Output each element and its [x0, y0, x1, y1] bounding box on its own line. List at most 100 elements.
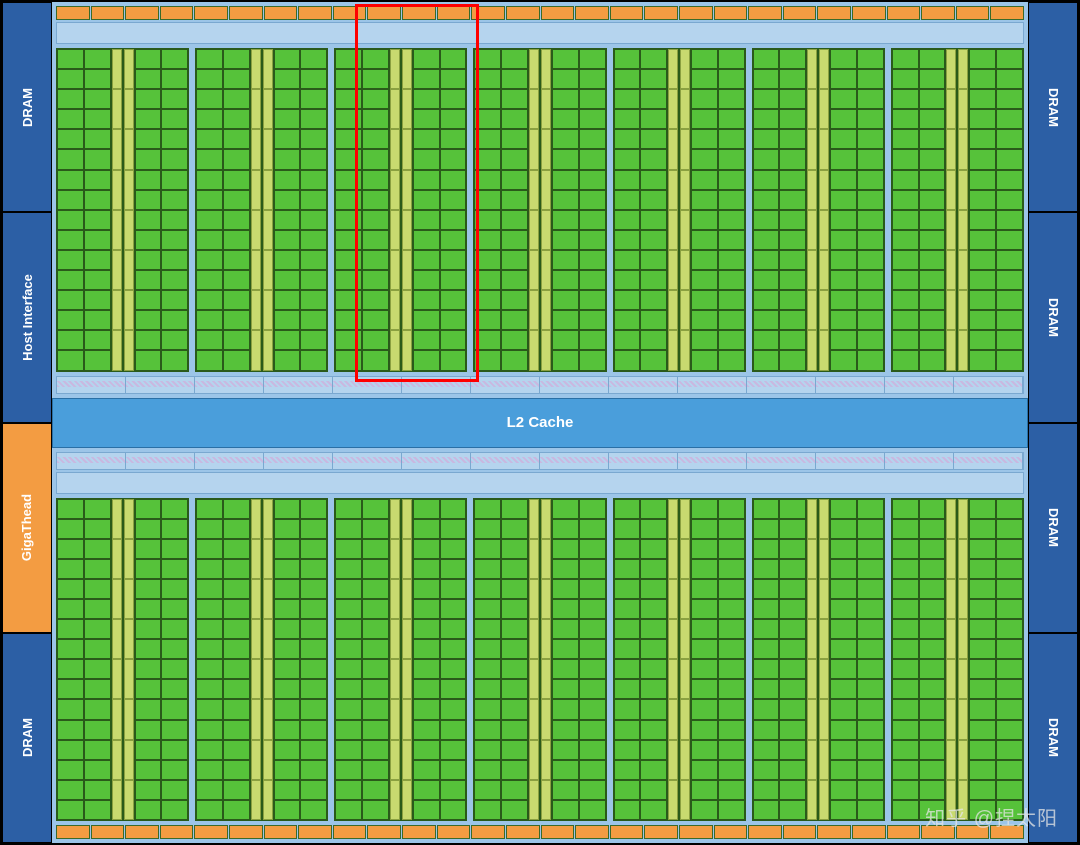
cuda-core [57, 619, 84, 639]
cuda-core [196, 290, 223, 310]
cuda-core [892, 149, 919, 169]
sfu-cell [946, 210, 956, 250]
cuda-core [579, 190, 606, 210]
sfu-cell [807, 129, 817, 169]
sfu-cell [946, 499, 956, 539]
cuda-core [440, 619, 467, 639]
cuda-core [640, 89, 667, 109]
sfu-cell [112, 619, 122, 659]
cuda-core [57, 559, 84, 579]
raster-cell [990, 825, 1024, 839]
cuda-core [996, 49, 1023, 69]
cuda-core [223, 559, 250, 579]
raster-cell [852, 6, 886, 20]
cuda-core [501, 699, 528, 719]
cuda-core [640, 290, 667, 310]
sfu-cell [251, 579, 261, 619]
cuda-core [84, 720, 111, 740]
raster-cell [783, 6, 817, 20]
cuda-core [969, 89, 996, 109]
cuda-core [300, 89, 327, 109]
cuda-core [335, 559, 362, 579]
cuda-core [362, 539, 389, 559]
cuda-core [996, 559, 1023, 579]
sfu-cell [402, 210, 412, 250]
cuda-core [614, 250, 641, 270]
cuda-core [919, 149, 946, 169]
cuda-core [640, 740, 667, 760]
cuda-core [501, 270, 528, 290]
cuda-core [969, 210, 996, 230]
cuda-core [335, 210, 362, 230]
cuda-core [996, 679, 1023, 699]
cuda-core [892, 190, 919, 210]
raster-cell [748, 825, 782, 839]
cuda-core [892, 760, 919, 780]
cuda-core [223, 519, 250, 539]
cuda-core [996, 330, 1023, 350]
cuda-core [440, 559, 467, 579]
cuda-core [996, 250, 1023, 270]
cuda-core [362, 89, 389, 109]
sfu-cell [819, 499, 829, 539]
cuda-core-column [440, 49, 467, 371]
cuda-core [969, 230, 996, 250]
cuda-core-column [830, 499, 857, 821]
cuda-core [501, 330, 528, 350]
cuda-core [830, 89, 857, 109]
cuda-core [857, 109, 884, 129]
sfu-cell [819, 740, 829, 780]
cuda-core [779, 539, 806, 559]
raster-cell [541, 825, 575, 839]
cuda-core [579, 579, 606, 599]
cuda-core [996, 350, 1023, 370]
cuda-core [830, 230, 857, 250]
sfu-cell [390, 129, 400, 169]
sfu-cell [263, 740, 273, 780]
cuda-core [996, 290, 1023, 310]
cuda-core [335, 270, 362, 290]
cuda-core [614, 659, 641, 679]
cuda-core [501, 109, 528, 129]
cuda-core [919, 109, 946, 129]
cuda-core [161, 230, 188, 250]
cuda-core [691, 290, 718, 310]
cuda-core [57, 639, 84, 659]
cuda-core [300, 780, 327, 800]
cuda-core [830, 250, 857, 270]
cuda-core [640, 639, 667, 659]
cuda-core [691, 659, 718, 679]
cuda-core [857, 659, 884, 679]
sfu-column [679, 49, 691, 371]
raster-cell [91, 825, 125, 839]
sm-block [891, 498, 1024, 822]
cuda-core [892, 539, 919, 559]
cuda-core [857, 639, 884, 659]
cuda-core [691, 559, 718, 579]
cuda-core [362, 109, 389, 129]
cuda-core [892, 210, 919, 230]
cuda-core [474, 330, 501, 350]
sfu-cell [263, 659, 273, 699]
cuda-core [640, 350, 667, 370]
cuda-core [579, 499, 606, 519]
cuda-core [196, 679, 223, 699]
cuda-core [84, 49, 111, 69]
cuda-core [857, 579, 884, 599]
sfu-cell [251, 539, 261, 579]
cuda-core [579, 149, 606, 169]
mc-segment [57, 453, 126, 469]
cuda-core [614, 49, 641, 69]
cuda-core [474, 109, 501, 129]
cuda-core-column [57, 49, 84, 371]
sfu-cell [680, 210, 690, 250]
cuda-core [718, 519, 745, 539]
sfu-cell [390, 539, 400, 579]
sfu-column [250, 49, 262, 371]
cuda-core [969, 170, 996, 190]
memory-controller-strip-top [56, 376, 1024, 394]
cuda-core-column [718, 499, 745, 821]
cuda-core [135, 49, 162, 69]
cuda-core [753, 129, 780, 149]
cuda-core [919, 699, 946, 719]
